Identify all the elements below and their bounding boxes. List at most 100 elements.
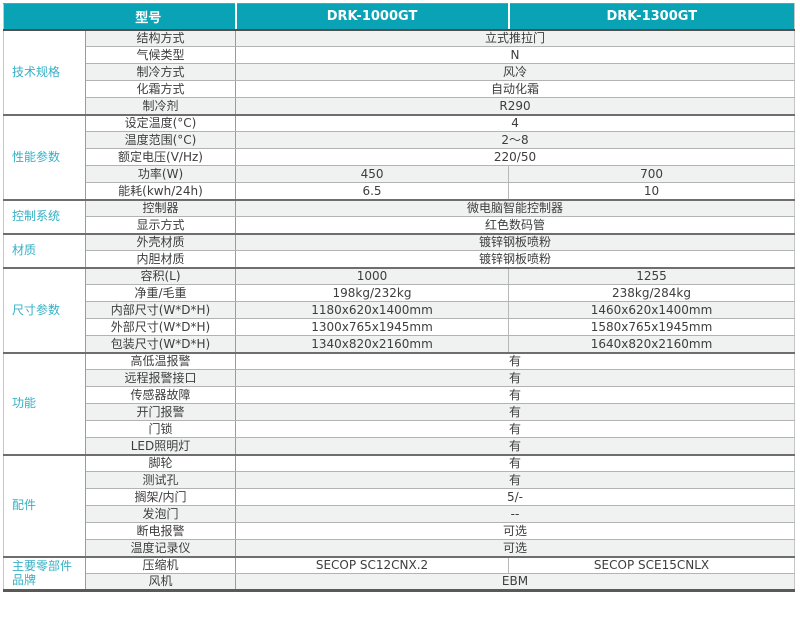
spec-value-model-1: 450	[235, 165, 509, 183]
spec-value: EBM	[235, 573, 795, 591]
spec-label: 能耗(kwh/24h)	[85, 182, 237, 200]
spec-label: 控制器	[85, 198, 237, 217]
section-label-tech-spec: 技术规格	[3, 28, 86, 115]
spec-value: 微电脑智能控制器	[235, 198, 795, 217]
table-row: 门锁 有	[3, 420, 795, 438]
spec-label: 外部尺寸(W*D*H)	[85, 318, 237, 336]
table-row: 控制系统 控制器 微电脑智能控制器	[3, 198, 795, 234]
spec-label: 额定电压(V/Hz)	[85, 148, 237, 166]
spec-value-model-2: SECOP SCE15CNLX	[508, 555, 795, 574]
spec-value-model-1: SECOP SC12CNX.2	[235, 555, 509, 574]
spec-label: 显示方式	[85, 216, 237, 234]
spec-value: 有	[235, 369, 795, 387]
spec-value: 有	[235, 351, 795, 370]
section-label-control-system: 控制系统	[3, 198, 86, 234]
spec-value-model-1: 6.5	[235, 182, 509, 200]
spec-value: --	[235, 505, 795, 523]
spec-label: 发泡门	[85, 505, 237, 523]
section-label-material: 材质	[3, 232, 86, 268]
table-row: 内部尺寸(W*D*H) 1180x620x1400mm 1460x620x140…	[3, 301, 795, 319]
section-label-component-brands: 主要零部件 品牌	[3, 555, 86, 591]
table-row: 外部尺寸(W*D*H) 1300x765x1945mm 1580x765x194…	[3, 318, 795, 336]
table-row: LED照明灯 有	[3, 437, 795, 455]
table-row: 尺寸参数 容积(L) 1000 1255	[3, 266, 795, 353]
table-row: 显示方式 红色数码管	[3, 216, 795, 234]
spec-value: 4	[235, 113, 795, 132]
spec-label: 气候类型	[85, 46, 237, 64]
spec-value-model-2: 10	[508, 182, 795, 200]
spec-value: 红色数码管	[235, 216, 795, 234]
spec-label: 化霜方式	[85, 80, 237, 98]
spec-value-model-2: 1460x620x1400mm	[508, 301, 795, 319]
spec-value: 镀锌钢板喷粉	[235, 250, 795, 268]
header-row: 型号 DRK-1000GT DRK-1300GT	[3, 3, 795, 31]
table-row: 气候类型 N	[3, 46, 795, 64]
spec-value-model-2: 1580x765x1945mm	[508, 318, 795, 336]
spec-value: 有	[235, 471, 795, 489]
table-row: 温度范围(°C) 2～8	[3, 131, 795, 149]
table-row: 包装尺寸(W*D*H) 1340x820x2160mm 1640x820x216…	[3, 335, 795, 353]
spec-value-model-2: 238kg/284kg	[508, 284, 795, 302]
spec-label: LED照明灯	[85, 437, 237, 455]
table-row: 净重/毛重 198kg/232kg 238kg/284kg	[3, 284, 795, 302]
spec-label: 结构方式	[85, 28, 237, 47]
table-row: 开门报警 有	[3, 403, 795, 421]
spec-value: 立式推拉门	[235, 28, 795, 47]
spec-label: 净重/毛重	[85, 284, 237, 302]
table-row: 主要零部件 品牌 压缩机 SECOP SC12CNX.2 SECOP SCE15…	[3, 555, 795, 591]
table-row: 传感器故障 有	[3, 386, 795, 404]
spec-label: 温度范围(°C)	[85, 131, 237, 149]
spec-label: 内部尺寸(W*D*H)	[85, 301, 237, 319]
spec-label: 搁架/内门	[85, 488, 237, 506]
table-row: 材质 外壳材质 镀锌钢板喷粉	[3, 232, 795, 268]
model-column-header: 型号	[3, 3, 236, 31]
spec-value: N	[235, 46, 795, 64]
table-row: 配件 脚轮 有	[3, 453, 795, 557]
spec-label: 门锁	[85, 420, 237, 438]
spec-label: 开门报警	[85, 403, 237, 421]
table-row: 发泡门 --	[3, 505, 795, 523]
spec-table: 型号 DRK-1000GT DRK-1300GT 技术规格 结构方式 立式推拉门…	[3, 3, 796, 592]
spec-value: R290	[235, 97, 795, 115]
spec-label: 外壳材质	[85, 232, 237, 251]
spec-label: 内胆材质	[85, 250, 237, 268]
spec-value: 有	[235, 420, 795, 438]
table-row: 温度记录仪 可选	[3, 539, 795, 557]
spec-value: 风冷	[235, 63, 795, 81]
spec-value-model-1: 1180x620x1400mm	[235, 301, 509, 319]
spec-value-model-1: 1300x765x1945mm	[235, 318, 509, 336]
spec-value: 5/-	[235, 488, 795, 506]
spec-label: 高低温报警	[85, 351, 237, 370]
table-row: 化霜方式 自动化霜	[3, 80, 795, 98]
table-row: 性能参数 设定温度(°C) 4	[3, 113, 795, 200]
table-row: 风机 EBM	[3, 573, 795, 591]
table-row: 功率(W) 450 700	[3, 165, 795, 183]
section-label-performance: 性能参数	[3, 113, 86, 200]
spec-label: 设定温度(°C)	[85, 113, 237, 132]
spec-label: 断电报警	[85, 522, 237, 540]
spec-label: 压缩机	[85, 555, 237, 574]
table-row: 制冷方式 风冷	[3, 63, 795, 81]
spec-value-model-1: 1340x820x2160mm	[235, 335, 509, 353]
model-1-header: DRK-1000GT	[234, 3, 509, 31]
spec-value: 有	[235, 453, 795, 472]
spec-value: 有	[235, 386, 795, 404]
table-row: 能耗(kwh/24h) 6.5 10	[3, 182, 795, 200]
section-label-functions: 功能	[3, 351, 86, 455]
spec-value: 有	[235, 437, 795, 455]
spec-label: 脚轮	[85, 453, 237, 472]
table-row: 制冷剂 R290	[3, 97, 795, 115]
spec-value: 可选	[235, 539, 795, 557]
spec-value: 自动化霜	[235, 80, 795, 98]
spec-value-model-2: 700	[508, 165, 795, 183]
table-row: 额定电压(V/Hz) 220/50	[3, 148, 795, 166]
table-row: 测试孔 有	[3, 471, 795, 489]
spec-label: 风机	[85, 573, 237, 591]
spec-label: 传感器故障	[85, 386, 237, 404]
model-2-header: DRK-1300GT	[507, 3, 795, 31]
spec-value-model-2: 1255	[508, 266, 795, 285]
section-label-accessories: 配件	[3, 453, 86, 557]
spec-value: 可选	[235, 522, 795, 540]
spec-label: 远程报警接口	[85, 369, 237, 387]
spec-value-model-2: 1640x820x2160mm	[508, 335, 795, 353]
